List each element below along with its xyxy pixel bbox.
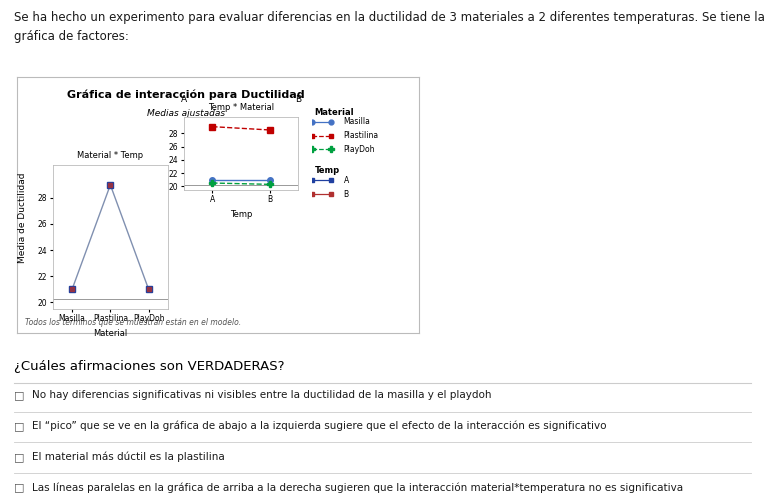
Text: Se ha hecho un experimento para evaluar diferencias en la ductilidad de 3 materi: Se ha hecho un experimento para evaluar … — [14, 11, 766, 43]
Text: Todos los términos que se muestran están en el modelo.: Todos los términos que se muestran están… — [25, 317, 241, 327]
Text: Medias ajustadas: Medias ajustadas — [147, 109, 224, 118]
Text: Temp * Material: Temp * Material — [208, 102, 274, 112]
X-axis label: Material: Material — [93, 329, 127, 338]
Text: □: □ — [14, 421, 25, 431]
Text: Material * Temp: Material * Temp — [77, 151, 143, 160]
Text: B: B — [296, 94, 301, 103]
Text: Las líneas paralelas en la gráfica de arriba a la derecha sugieren que la intera: Las líneas paralelas en la gráfica de ar… — [32, 483, 683, 493]
Text: Media de Ductilidad: Media de Ductilidad — [18, 172, 27, 263]
Text: □: □ — [14, 390, 25, 400]
Text: El material más dúctil es la plastilina: El material más dúctil es la plastilina — [32, 452, 225, 462]
Text: No hay diferencias significativas ni visibles entre la ductilidad de la masilla : No hay diferencias significativas ni vis… — [32, 390, 492, 400]
Text: B: B — [343, 189, 349, 198]
Text: Masilla: Masilla — [343, 117, 371, 126]
Text: Temp: Temp — [315, 166, 339, 175]
Text: Material: Material — [315, 108, 354, 117]
X-axis label: Temp: Temp — [230, 210, 252, 219]
Text: Plastilina: Plastilina — [343, 131, 378, 140]
Text: □: □ — [14, 452, 25, 462]
Text: PlayDoh: PlayDoh — [343, 145, 375, 154]
Text: Gráfica de interacción para Ductilidad: Gráfica de interacción para Ductilidad — [67, 90, 305, 100]
Text: □: □ — [14, 483, 25, 493]
Text: El “pico” que se ve en la gráfica de abajo a la izquierda sugiere que el efecto : El “pico” que se ve en la gráfica de aba… — [32, 421, 607, 431]
Text: A: A — [181, 94, 187, 103]
Text: A: A — [343, 175, 349, 184]
Text: ¿Cuáles afirmaciones son VERDADERAS?: ¿Cuáles afirmaciones son VERDADERAS? — [14, 360, 284, 373]
